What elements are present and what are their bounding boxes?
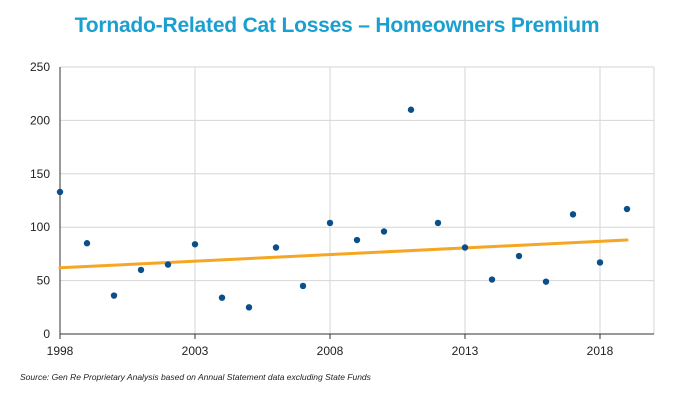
data-point bbox=[137, 266, 145, 274]
data-point bbox=[164, 261, 172, 268]
data-point bbox=[83, 240, 91, 247]
gridlines bbox=[60, 66, 655, 334]
y-tick-label: 250 bbox=[30, 60, 50, 74]
data-point bbox=[110, 292, 118, 299]
data-point bbox=[596, 259, 604, 266]
data-point bbox=[434, 219, 442, 227]
data-point bbox=[272, 244, 280, 251]
data-point bbox=[380, 228, 388, 235]
trendline-group bbox=[58, 238, 629, 270]
data-points bbox=[56, 106, 631, 311]
data-point bbox=[461, 244, 469, 251]
data-point bbox=[488, 276, 496, 283]
y-tick-label: 200 bbox=[30, 113, 50, 127]
y-tick-label: 50 bbox=[37, 274, 51, 288]
y-tick-label: 0 bbox=[43, 327, 50, 341]
data-point bbox=[569, 211, 577, 218]
axes bbox=[59, 67, 654, 339]
data-point bbox=[515, 252, 523, 260]
source-note: Source: Gen Re Proprietary Analysis base… bbox=[20, 372, 371, 382]
x-tick-label: 2013 bbox=[452, 344, 479, 358]
data-point bbox=[56, 188, 64, 196]
data-point bbox=[542, 278, 550, 285]
chart-title: Tornado-Related Cat Losses – Homeowners … bbox=[74, 14, 600, 37]
x-tick-label: 2018 bbox=[587, 344, 614, 358]
x-tick-label: 2003 bbox=[182, 344, 209, 358]
y-tick-label: 150 bbox=[30, 167, 50, 181]
data-point bbox=[407, 106, 415, 113]
data-point bbox=[191, 241, 199, 248]
data-point bbox=[218, 294, 226, 301]
data-point bbox=[353, 236, 361, 244]
trendline bbox=[58, 238, 629, 270]
data-point bbox=[245, 304, 253, 311]
x-tick-label: 1998 bbox=[47, 344, 74, 358]
data-point bbox=[326, 219, 334, 227]
x-tick-label: 2008 bbox=[317, 344, 344, 358]
data-point bbox=[299, 282, 307, 290]
y-tick-label: 100 bbox=[30, 220, 50, 234]
data-point bbox=[623, 205, 631, 213]
tick-labels: 0 50 100 150 200 250 1998 2003 2008 2013 2018 bbox=[30, 60, 614, 358]
